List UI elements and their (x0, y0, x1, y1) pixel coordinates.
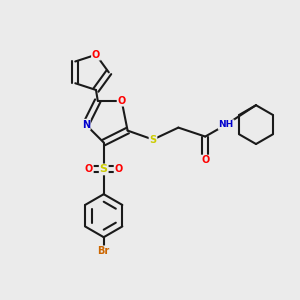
Text: O: O (201, 155, 209, 166)
Text: O: O (85, 164, 93, 174)
Text: NH: NH (218, 120, 234, 129)
Text: O: O (92, 50, 100, 60)
Text: S: S (149, 134, 157, 145)
Text: N: N (82, 120, 90, 130)
Text: S: S (100, 164, 108, 174)
Text: O: O (118, 96, 126, 106)
Text: Br: Br (98, 246, 110, 256)
Text: O: O (115, 164, 123, 174)
